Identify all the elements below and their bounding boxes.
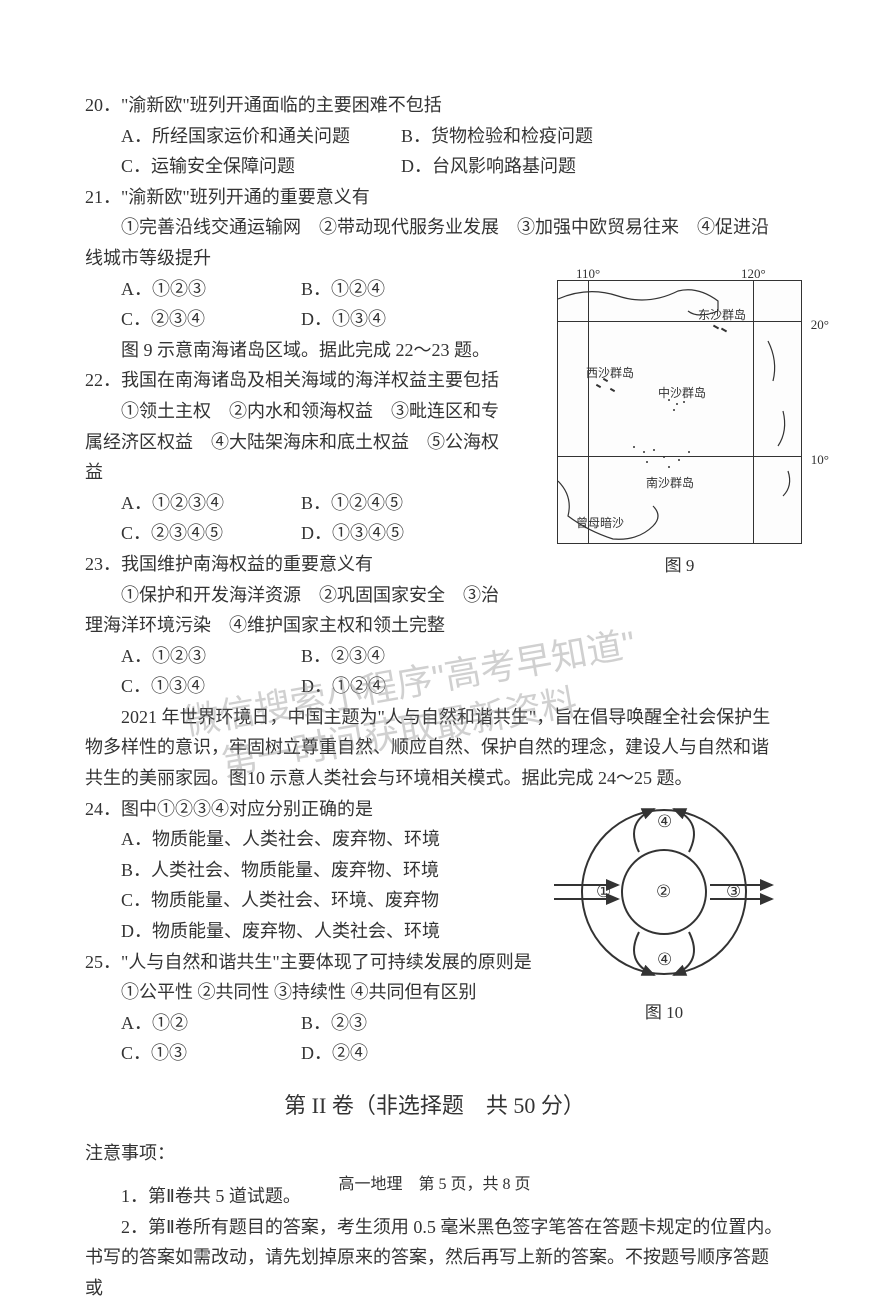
q21-c: C．②③④ (121, 304, 301, 335)
q23-row1: A．①②③ B．②③④ (85, 641, 505, 672)
circle-diagram: ① ② ③ ④ ④ (554, 797, 774, 987)
q20-options-row1: A．所经国家运价和通关问题 B．货物检验和检疫问题 (85, 121, 784, 152)
q20-d: D．台风影响路基问题 (401, 151, 784, 182)
q25-row2: C．①③ D．②④ (85, 1038, 784, 1069)
q21-items: ①完善沿线交通运输网 ②带动现代服务业发展 ③加强中欧贸易往来 ④促进沿线城市等… (85, 212, 784, 273)
q24-b: B．人类社会、物质能量、废弃物、环境 (85, 855, 475, 886)
q23-text: 23．我国维护南海权益的重要意义有 (85, 549, 505, 580)
q23-d: D．①②④ (301, 671, 505, 702)
island-dot (668, 399, 670, 401)
passage2: 2021 年世界环境日，中国主题为"人与自然和谐共生"，旨在倡导唤醒全社会保护生… (85, 702, 784, 794)
figure-9: 110° 120° 20° 10° 东沙群岛 西沙群岛 中沙群岛 南沙群岛 曾母… (557, 280, 802, 580)
q23-a: A．①②③ (121, 641, 301, 672)
map-box: 110° 120° 20° 10° 东沙群岛 西沙群岛 中沙群岛 南沙群岛 曾母… (557, 280, 802, 544)
q22-a: A．①②③④ (121, 488, 301, 519)
note2: 2．第Ⅱ卷所有题目的答案，考生须用 0.5 毫米黑色签字笔答在答题卡规定的位置内… (85, 1212, 784, 1303)
q23-b: B．②③④ (301, 641, 505, 672)
fig10-caption: 图 10 (554, 999, 774, 1028)
q20-text: 20．"渝新欧"班列开通面临的主要困难不包括 (85, 90, 784, 121)
q24-block: 24．图中①②③④对应分别正确的是 A．物质能量、人类社会、废弃物、环境 B．人… (85, 794, 475, 947)
q23-row2: C．①③④ D．①②④ (85, 671, 505, 702)
q22-b: B．①②④⑤ (301, 488, 505, 519)
q21-text: 21．"渝新欧"班列开通的重要意义有 (85, 182, 784, 213)
q22-block: 22．我国在南海诸岛及相关海域的海洋权益主要包括 ①领土主权 ②内水和领海权益 … (85, 365, 505, 702)
q24-c: C．物质能量、人类社会、环境、废弃物 (85, 885, 475, 916)
map-coastline (558, 281, 803, 545)
q23-c: C．①③④ (121, 671, 301, 702)
q20-c: C．运输安全保障问题 (121, 151, 401, 182)
q22-items: ①领土主权 ②内水和领海权益 ③毗连区和专属经济区权益 ④大陆架海床和底土权益 … (85, 396, 505, 488)
exam-content: 20．"渝新欧"班列开通面临的主要困难不包括 A．所经国家运价和通关问题 B．货… (85, 90, 784, 1303)
q25-d: D．②④ (301, 1038, 784, 1069)
q20-a: A．所经国家运价和通关问题 (121, 121, 401, 152)
island-dot (668, 466, 670, 468)
island-dot (646, 461, 648, 463)
q20-b: B．货物检验和检疫问题 (401, 121, 784, 152)
q22-d: D．①③④⑤ (301, 518, 505, 549)
q25-a: A．①② (121, 1008, 301, 1039)
island-dot (643, 451, 645, 453)
circle-label-3: ③ (726, 882, 741, 901)
island-dot (633, 446, 635, 448)
q24-a: A．物质能量、人类社会、废弃物、环境 (85, 824, 475, 855)
notes-title: 注意事项： (85, 1138, 784, 1169)
q22-text: 22．我国在南海诸岛及相关海域的海洋权益主要包括 (85, 365, 505, 396)
q22-row2: C．②③④⑤ D．①③④⑤ (85, 518, 505, 549)
island-dot (676, 403, 678, 405)
q20-options-row2: C．运输安全保障问题 D．台风影响路基问题 (85, 151, 784, 182)
circle-label-4a: ④ (657, 812, 672, 831)
lat-20-label: 20° (811, 314, 829, 336)
q21-a: A．①②③ (121, 274, 301, 305)
figure-10: ① ② ③ ④ ④ 图 10 (554, 797, 774, 1028)
q24-d: D．物质能量、废弃物、人类社会、环境 (85, 916, 475, 947)
island-dot (688, 451, 690, 453)
q22-c: C．②③④⑤ (121, 518, 301, 549)
lat-10-label: 10° (811, 449, 829, 471)
q24-text: 24．图中①②③④对应分别正确的是 (85, 794, 475, 825)
island-dot (663, 456, 665, 458)
fig9-caption: 图 9 (557, 552, 802, 581)
q23-items: ①保护和开发海洋资源 ②巩固国家安全 ③治理海洋环境污染 ④维护国家主权和领土完… (85, 580, 505, 641)
circle-label-2: ② (656, 882, 671, 901)
circle-label-1: ① (596, 882, 611, 901)
island-dot (683, 401, 685, 403)
q22-row1: A．①②③④ B．①②④⑤ (85, 488, 505, 519)
section2-title: 第 II 卷（非选择题 共 50 分） (85, 1087, 784, 1124)
island-dot (673, 409, 675, 411)
page-footer: 高一地理 第 5 页，共 8 页 (0, 1171, 869, 1198)
island-dot (678, 459, 680, 461)
circle-label-4b: ④ (657, 950, 672, 969)
island-dot (653, 449, 655, 451)
q25-c: C．①③ (121, 1038, 301, 1069)
